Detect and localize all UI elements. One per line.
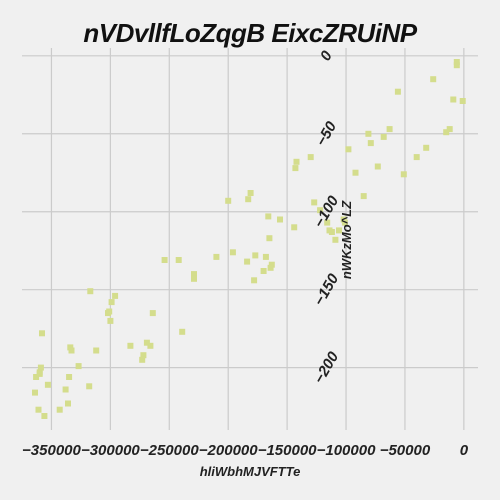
data-point [149, 310, 156, 317]
data-point [244, 258, 251, 265]
data-point [75, 363, 82, 370]
data-point [35, 406, 42, 413]
data-point [311, 199, 318, 206]
data-point [293, 158, 300, 165]
chart-title: nVDvllfLoZqgB EixcZRUiNP [83, 18, 417, 48]
data-point [360, 193, 367, 200]
data-point [265, 213, 272, 220]
data-point [317, 207, 324, 214]
data-point [107, 317, 114, 324]
data-point [32, 389, 38, 396]
data-point [65, 400, 71, 407]
data-point [56, 406, 63, 413]
x-tick-label: −200000 [199, 442, 258, 459]
x-tick-label: −100000 [317, 442, 376, 459]
data-point [147, 342, 154, 349]
data-point [459, 98, 466, 104]
data-point [260, 268, 267, 274]
data-point [67, 344, 74, 351]
x-tick-labels: −350000 −300000 −250000 −200000 −150000 −1000… [22, 442, 469, 459]
data-point [66, 374, 73, 380]
data-point [93, 347, 100, 354]
data-point [374, 163, 381, 170]
x-tick-label: −150000 [258, 442, 317, 459]
data-point [453, 59, 460, 65]
data-point [341, 219, 348, 226]
data-point [266, 235, 273, 242]
x-axis-label: hliWbhMJVFTTe [200, 464, 301, 479]
data-point [87, 288, 94, 295]
data-point [267, 264, 274, 271]
data-point [336, 227, 342, 234]
data-point [430, 76, 437, 83]
data-point [191, 271, 197, 278]
data-point [33, 374, 40, 380]
data-point [62, 386, 69, 393]
data-point [324, 219, 331, 226]
data-point [262, 253, 269, 260]
x-tick-label: 0 [460, 442, 469, 459]
data-point [143, 339, 150, 346]
data-point [161, 257, 168, 263]
data-point [36, 370, 43, 377]
data-point [68, 347, 75, 354]
data-point [139, 356, 146, 363]
data-point [292, 165, 299, 172]
data-point [213, 253, 220, 260]
data-point [251, 277, 258, 284]
data-point [453, 62, 460, 69]
x-tick-label: −250000 [140, 442, 199, 459]
data-point [443, 129, 450, 136]
data-point [413, 154, 420, 161]
data-point [326, 227, 333, 234]
data-point [386, 126, 393, 133]
x-tick-label: −50000 [380, 442, 431, 459]
data-point [268, 261, 275, 268]
data-point [225, 197, 232, 204]
y-axis-label: nWKzMo^LZ [339, 200, 354, 279]
data-point [44, 381, 51, 388]
data-point [191, 275, 197, 282]
x-tick-label: −350000 [22, 442, 81, 459]
data-point [245, 196, 252, 203]
data-point [175, 257, 182, 263]
x-tick-label: −300000 [81, 442, 140, 459]
data-point [229, 249, 236, 256]
data-point [365, 130, 372, 137]
data-point [450, 96, 457, 103]
data-point [41, 413, 48, 419]
data-point [446, 126, 453, 133]
data-point [37, 364, 44, 371]
data-point [345, 146, 352, 153]
data-point [332, 236, 339, 243]
data-point [277, 216, 283, 223]
data-point [112, 292, 119, 299]
data-point [380, 133, 387, 140]
data-point [179, 328, 186, 335]
gridlines [22, 48, 478, 430]
data-point [400, 171, 407, 178]
data-point [394, 88, 401, 95]
data-point [140, 352, 147, 359]
data-point [127, 342, 134, 349]
data-point [367, 140, 374, 147]
data-point [252, 252, 259, 259]
data-point [86, 383, 93, 390]
data-point [291, 224, 298, 231]
data-point [352, 169, 359, 176]
data-point [340, 216, 347, 223]
data-point [247, 190, 254, 196]
data-point [423, 144, 430, 151]
data-point [105, 310, 111, 317]
data-point [39, 330, 45, 337]
data-point [108, 299, 115, 306]
data-points [32, 59, 466, 419]
data-point [307, 154, 314, 161]
